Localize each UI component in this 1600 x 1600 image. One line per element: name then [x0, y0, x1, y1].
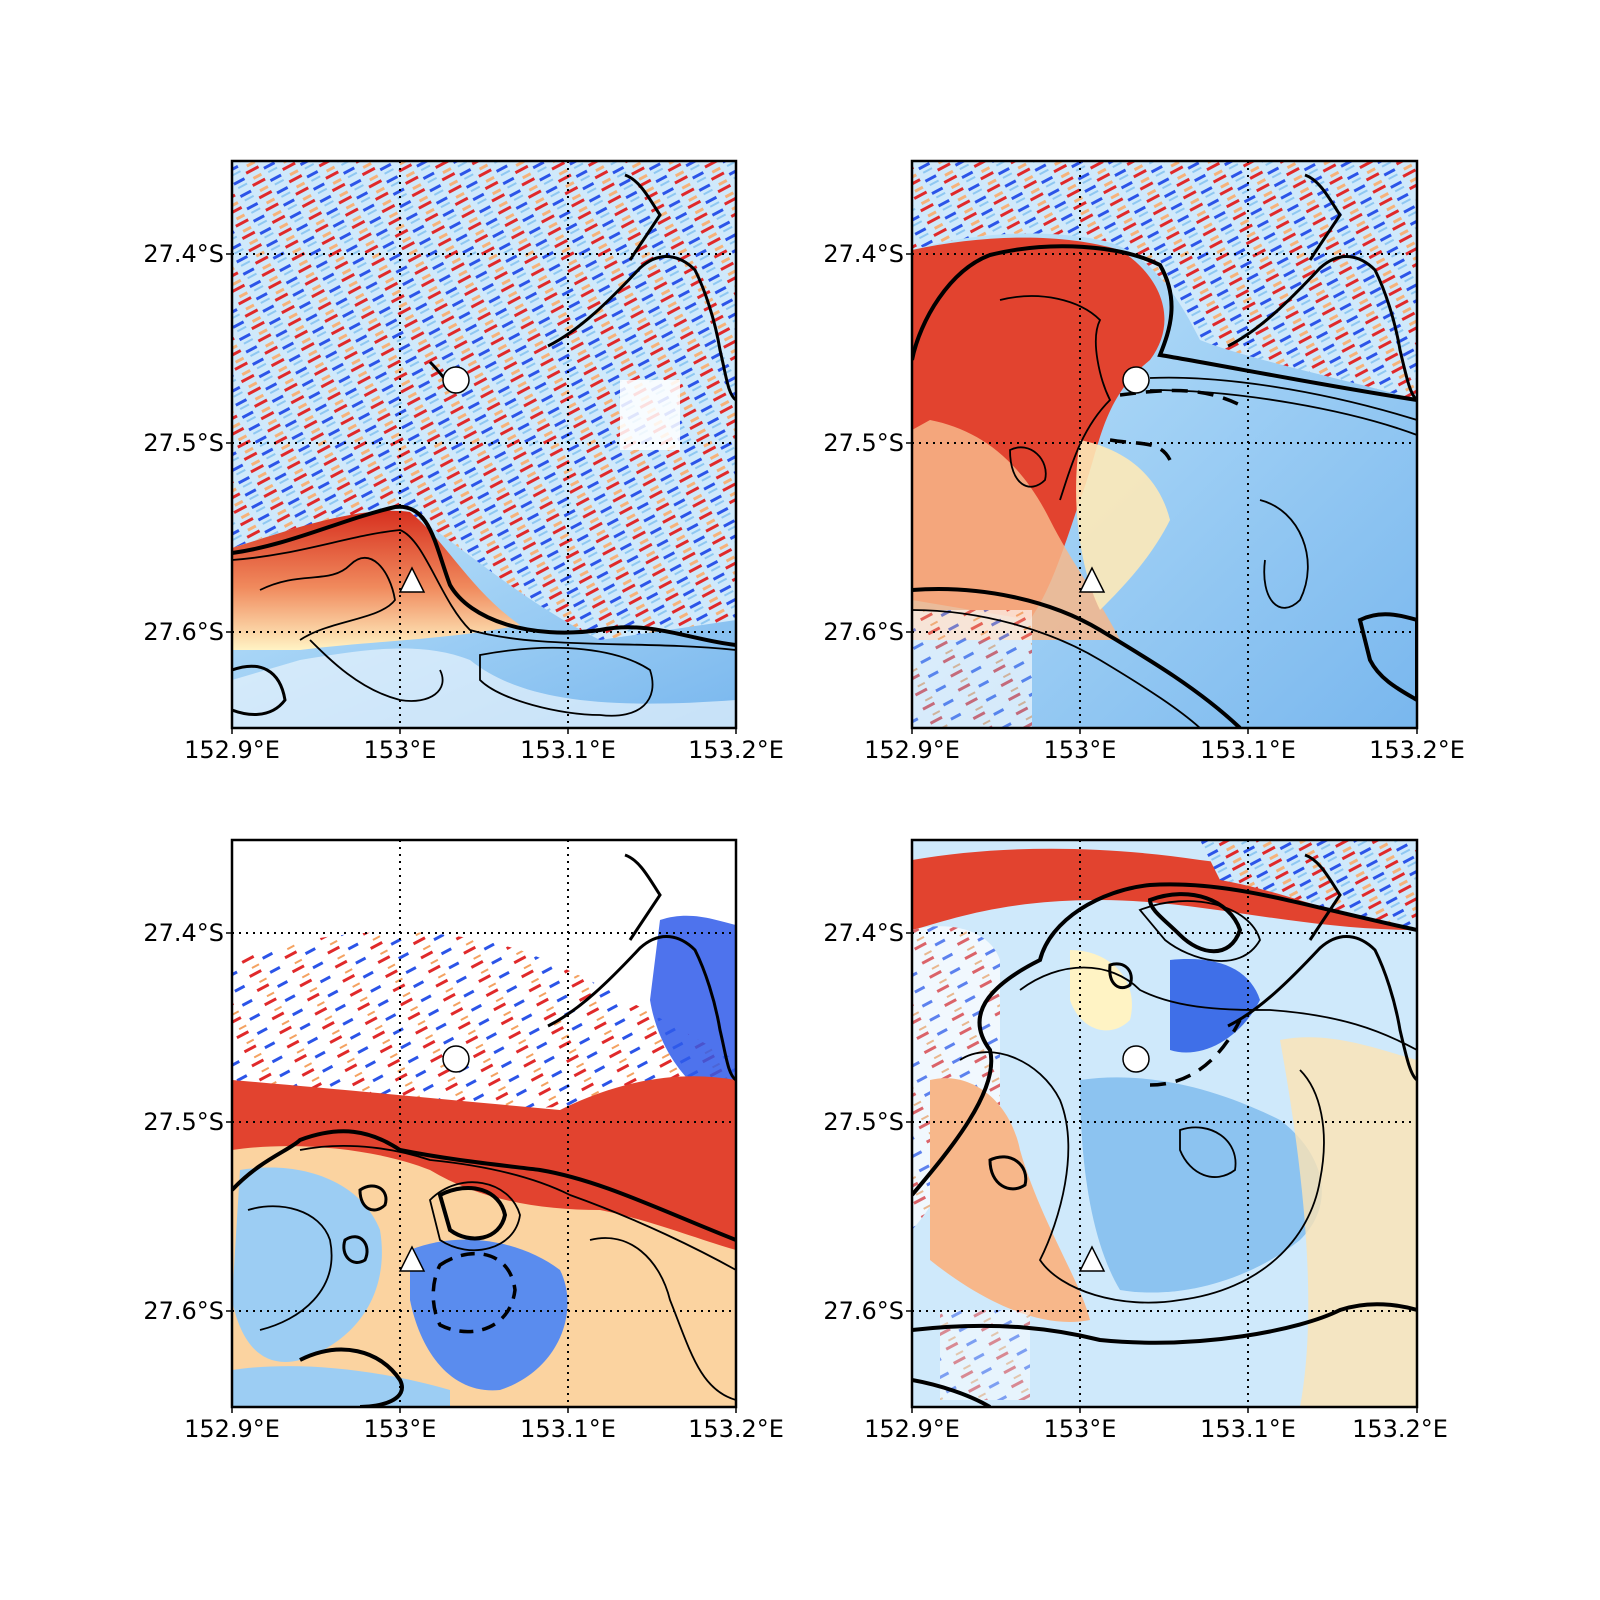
x-tick-label: 152.9°E: [864, 736, 960, 764]
gridlines: [232, 840, 736, 1407]
contours: [232, 504, 736, 717]
site-markers: [1078, 1045, 1150, 1272]
radar-site-marker: [1122, 1045, 1150, 1073]
x-tick-labels: 152.9°E 153°E 153.1°E 153.2°E: [184, 1407, 784, 1443]
coastline: [1227, 853, 1417, 1082]
x-tick-label: 153.1°E: [520, 1415, 616, 1443]
contours: [232, 1129, 736, 1407]
triangle-site-marker: [1078, 1245, 1106, 1272]
x-tick-label: 152.9°E: [184, 736, 280, 764]
site-markers: [398, 1045, 470, 1272]
y-tick-labels: 27.4°S 27.5°S 27.6°S: [823, 240, 912, 646]
gridlines: [232, 161, 736, 728]
contours: [912, 882, 1417, 1407]
radar-field: [912, 840, 1417, 1407]
x-tick-label: 153.2°E: [1352, 1415, 1448, 1443]
gridlines: [912, 840, 1417, 1407]
panel-frame: [910, 159, 1419, 730]
x-tick-label: 153.2°E: [688, 1415, 784, 1443]
y-tick-label: 27.5°S: [143, 429, 224, 457]
x-tick-label: 152.9°E: [864, 1415, 960, 1443]
panel-bottom-right: 27.4°S 27.5°S 27.6°S 152.9°E 153°E 153.1…: [823, 838, 1448, 1443]
panel-frame: [230, 838, 738, 1409]
dashed-contours: [431, 1251, 517, 1334]
y-tick-label: 27.6°S: [143, 618, 224, 646]
panel-top-left: 27.4°S 27.5°S 27.6°S 152.9°E 153°E 153.1…: [143, 159, 784, 764]
x-tick-label: 153.1°E: [520, 736, 616, 764]
y-tick-label: 27.4°S: [143, 240, 224, 268]
x-tick-label: 153°E: [364, 736, 437, 764]
radar-field: [232, 840, 736, 1407]
panel-frame: [910, 838, 1419, 1409]
panel-frame: [230, 159, 738, 730]
triangle-site-marker: [398, 566, 426, 593]
y-tick-label: 27.6°S: [823, 1297, 904, 1325]
triangle-site-marker: [398, 1245, 426, 1272]
y-tick-label: 27.6°S: [823, 618, 904, 646]
x-tick-labels: 152.9°E 153°E 153.1°E 153.2°E: [864, 1407, 1448, 1443]
x-tick-label: 153°E: [1044, 1415, 1117, 1443]
x-tick-label: 153.1°E: [1200, 1415, 1296, 1443]
y-tick-label: 27.6°S: [143, 1297, 224, 1325]
radar-field: [912, 161, 1417, 728]
radar-site-marker: [1122, 366, 1150, 394]
x-tick-label: 153°E: [1044, 736, 1117, 764]
triangle-site-marker: [1078, 566, 1106, 593]
x-tick-label: 153°E: [364, 1415, 437, 1443]
x-tick-label: 152.9°E: [184, 1415, 280, 1443]
x-tick-labels: 152.9°E 153°E 153.1°E 153.2°E: [864, 728, 1465, 764]
y-tick-labels: 27.4°S 27.5°S 27.6°S: [823, 919, 912, 1325]
panel-bottom-left: 27.4°S 27.5°S 27.6°S 152.9°E 153°E 153.1…: [143, 838, 784, 1443]
x-tick-label: 153.1°E: [1200, 736, 1296, 764]
coastline: [547, 853, 736, 1082]
y-tick-label: 27.5°S: [823, 1108, 904, 1136]
y-tick-labels: 27.4°S 27.5°S 27.6°S: [143, 919, 232, 1325]
radar-field: [232, 161, 736, 728]
y-tick-label: 27.5°S: [823, 429, 904, 457]
y-tick-label: 27.4°S: [823, 240, 904, 268]
coastline: [1227, 173, 1417, 402]
y-tick-label: 27.4°S: [823, 919, 904, 947]
y-tick-label: 27.5°S: [143, 1108, 224, 1136]
dashed-contours: [1149, 1019, 1242, 1087]
y-tick-label: 27.4°S: [143, 919, 224, 947]
gridlines: [912, 161, 1417, 728]
radar-site-marker: [442, 1045, 470, 1073]
panel-top-right: 27.4°S 27.5°S 27.6°S 152.9°E 153°E 153.1…: [823, 159, 1465, 764]
x-tick-labels: 152.9°E 153°E 153.1°E 153.2°E: [184, 728, 784, 764]
site-markers: [398, 366, 470, 593]
site-markers: [1078, 366, 1150, 593]
x-tick-label: 153.2°E: [688, 736, 784, 764]
radar-site-marker: [442, 366, 470, 394]
x-tick-label: 153.2°E: [1369, 736, 1465, 764]
y-tick-labels: 27.4°S 27.5°S 27.6°S: [143, 240, 232, 646]
